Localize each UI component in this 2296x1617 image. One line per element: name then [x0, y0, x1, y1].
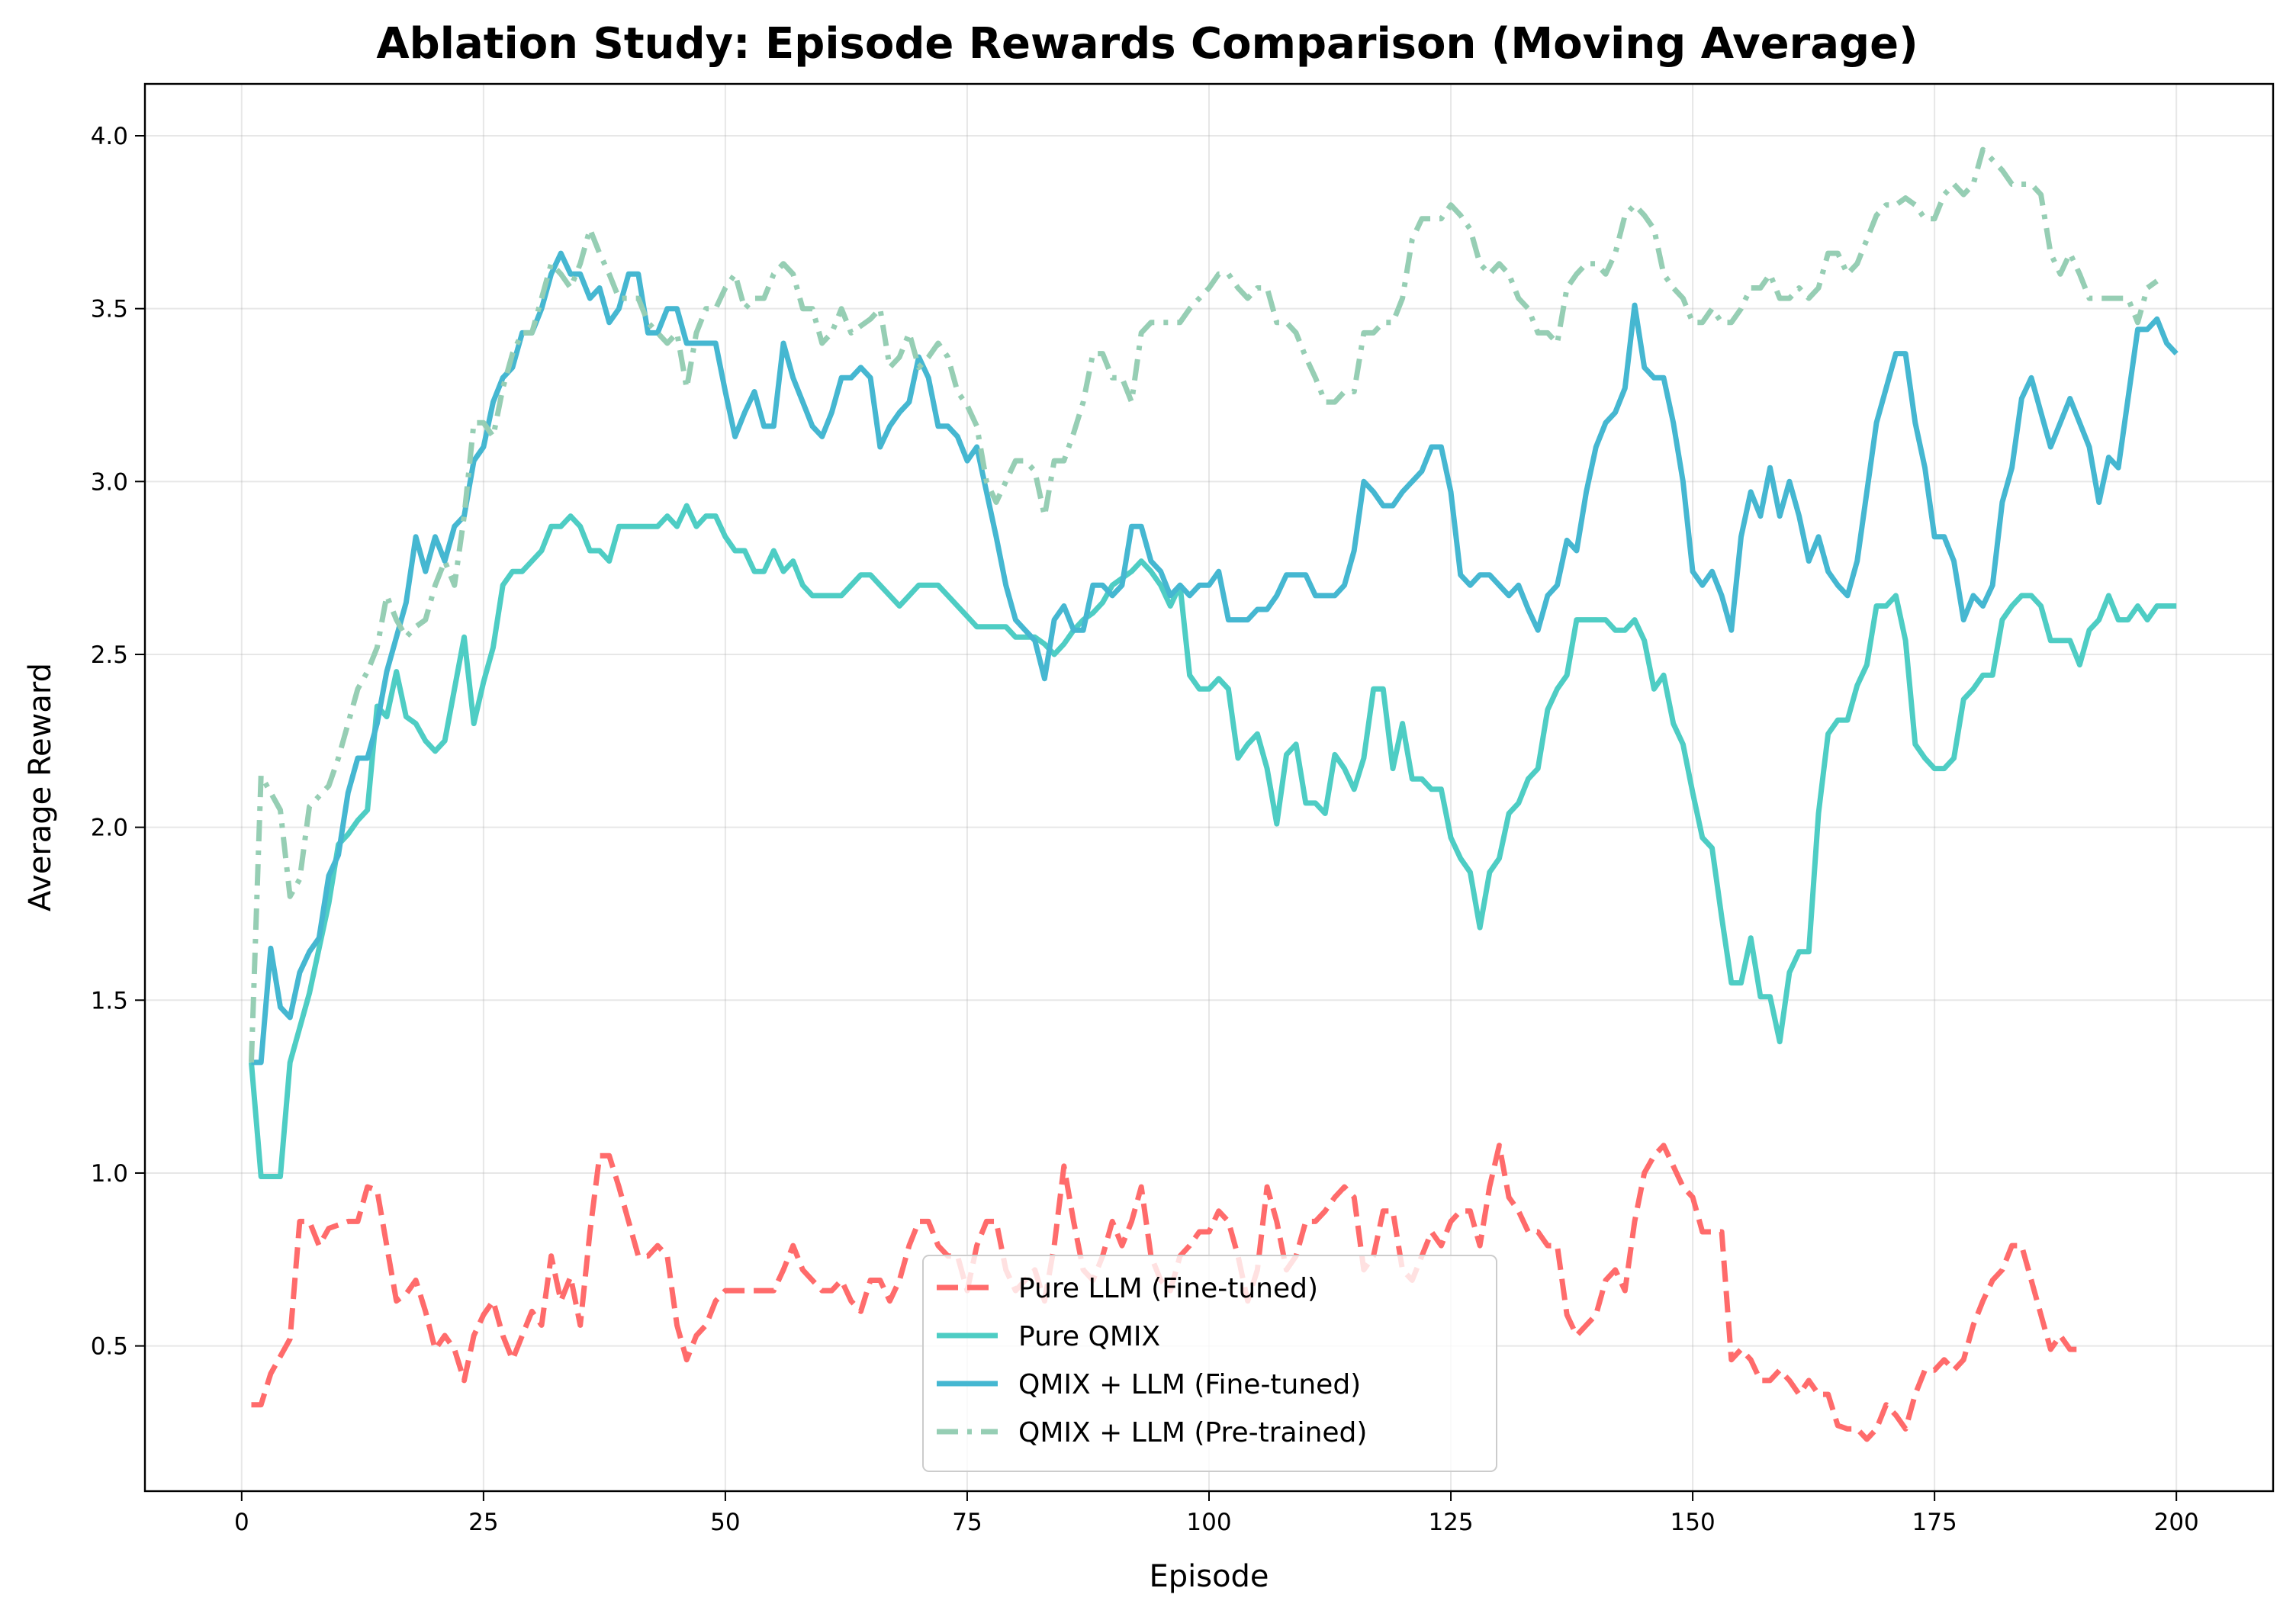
series-line-qmix-llm-fine-tuned	[251, 250, 2179, 1066]
y-tick-label: 1.5	[91, 987, 128, 1014]
y-tick-label: 2.5	[91, 641, 128, 669]
x-tick-label: 0	[234, 1509, 249, 1536]
y-tick-label: 1.0	[91, 1160, 128, 1188]
x-tick-label: 50	[710, 1509, 740, 1536]
y-axis-title: Average Reward	[23, 663, 58, 911]
y-tick-label: 0.5	[91, 1333, 128, 1361]
x-axis-title: Episode	[1149, 1559, 1269, 1594]
legend-box	[922, 1255, 1497, 1472]
x-tick-label: 25	[468, 1509, 498, 1536]
x-tick-label: 75	[952, 1509, 982, 1536]
x-tick-label: 175	[1912, 1509, 1957, 1536]
y-tick-label: 3.0	[91, 468, 128, 496]
legend-label: QMIX + LLM (Pre-trained)	[1018, 1417, 1367, 1448]
chart-title: Ablation Study: Episode Rewards Comparis…	[376, 19, 1918, 69]
x-tick-label: 150	[1671, 1509, 1716, 1536]
series-line-qmix-llm-pre-trained	[249, 146, 2159, 1063]
series-lines	[249, 146, 2179, 1442]
legend-label: Pure QMIX	[1018, 1321, 1160, 1352]
legend-label: QMIX + LLM (Fine-tuned)	[1018, 1369, 1361, 1400]
legend-label: Pure LLM (Fine-tuned)	[1018, 1273, 1318, 1304]
series-line-pure-llm-fine-tuned	[251, 1143, 2080, 1442]
y-tick-label: 2.0	[91, 815, 128, 842]
legend: Pure LLM (Fine-tuned) Pure QMIX QMIX + LLM…	[922, 1255, 1497, 1472]
x-tick-label: 125	[1428, 1509, 1473, 1536]
plot-frame	[143, 82, 2275, 1493]
axes: 0 25 50 75 100 125 150 175 200 0.5 1.0 1.5 2.0 2.5 3.0…	[91, 123, 2199, 1536]
series-line-pure-qmix	[249, 503, 2177, 1179]
x-tick-label: 200	[2154, 1509, 2199, 1536]
x-tick-label: 100	[1186, 1509, 1231, 1536]
y-tick-label: 3.5	[91, 296, 128, 323]
y-tick-label: 4.0	[91, 123, 128, 150]
